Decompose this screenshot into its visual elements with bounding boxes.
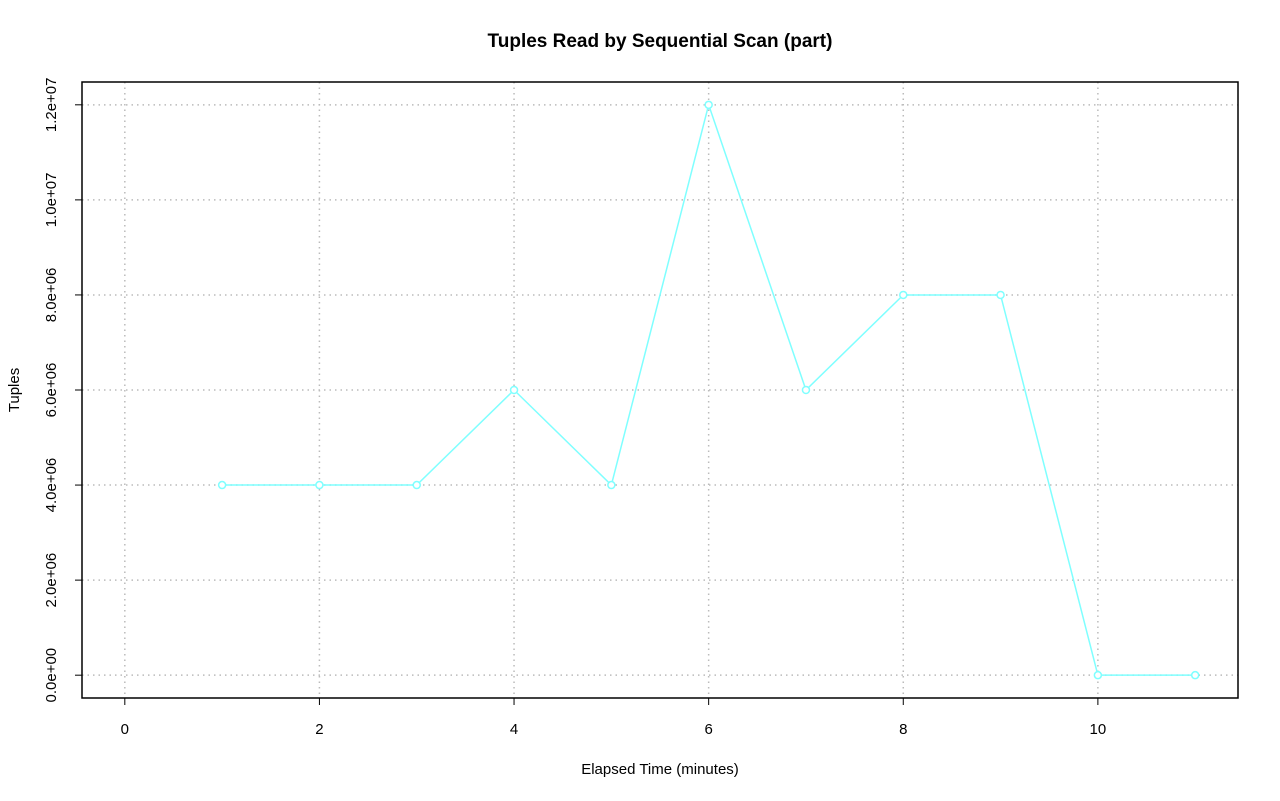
y-tick-label: 4.0e+06 [43,458,60,513]
y-axis-label: Tuples [6,368,23,412]
data-point [996,290,1005,300]
y-tick-label: 1.2e+07 [43,77,60,132]
data-point [704,100,713,110]
x-tick-label: 6 [704,721,712,738]
plot-frame [81,81,1239,699]
data-point [315,480,324,490]
x-tick-label: 8 [899,721,907,738]
data-point [217,480,227,490]
y-tick-label: 1.0e+07 [43,173,60,228]
x-tick-label: 0 [121,721,129,738]
data-point [1093,670,1103,680]
y-tick-label: 2.0e+06 [43,553,60,608]
x-tick-label: 10 [1090,721,1107,738]
y-tick-label: 8.0e+06 [43,268,60,323]
y-tick-label: 0.0e+00 [43,648,60,703]
chart-title: Tuples Read by Sequential Scan (part) [488,31,833,52]
y-tick-label: 6.0e+06 [43,363,60,418]
data-point [412,480,421,490]
x-tick-label: 2 [315,721,323,738]
data-point [509,385,519,395]
x-axis-label: Elapsed Time (minutes) [581,761,739,778]
data-point [801,385,811,395]
x-tick-label: 4 [510,721,518,738]
data-point [899,290,908,300]
data-point [1190,670,1200,680]
data-point [607,480,616,490]
